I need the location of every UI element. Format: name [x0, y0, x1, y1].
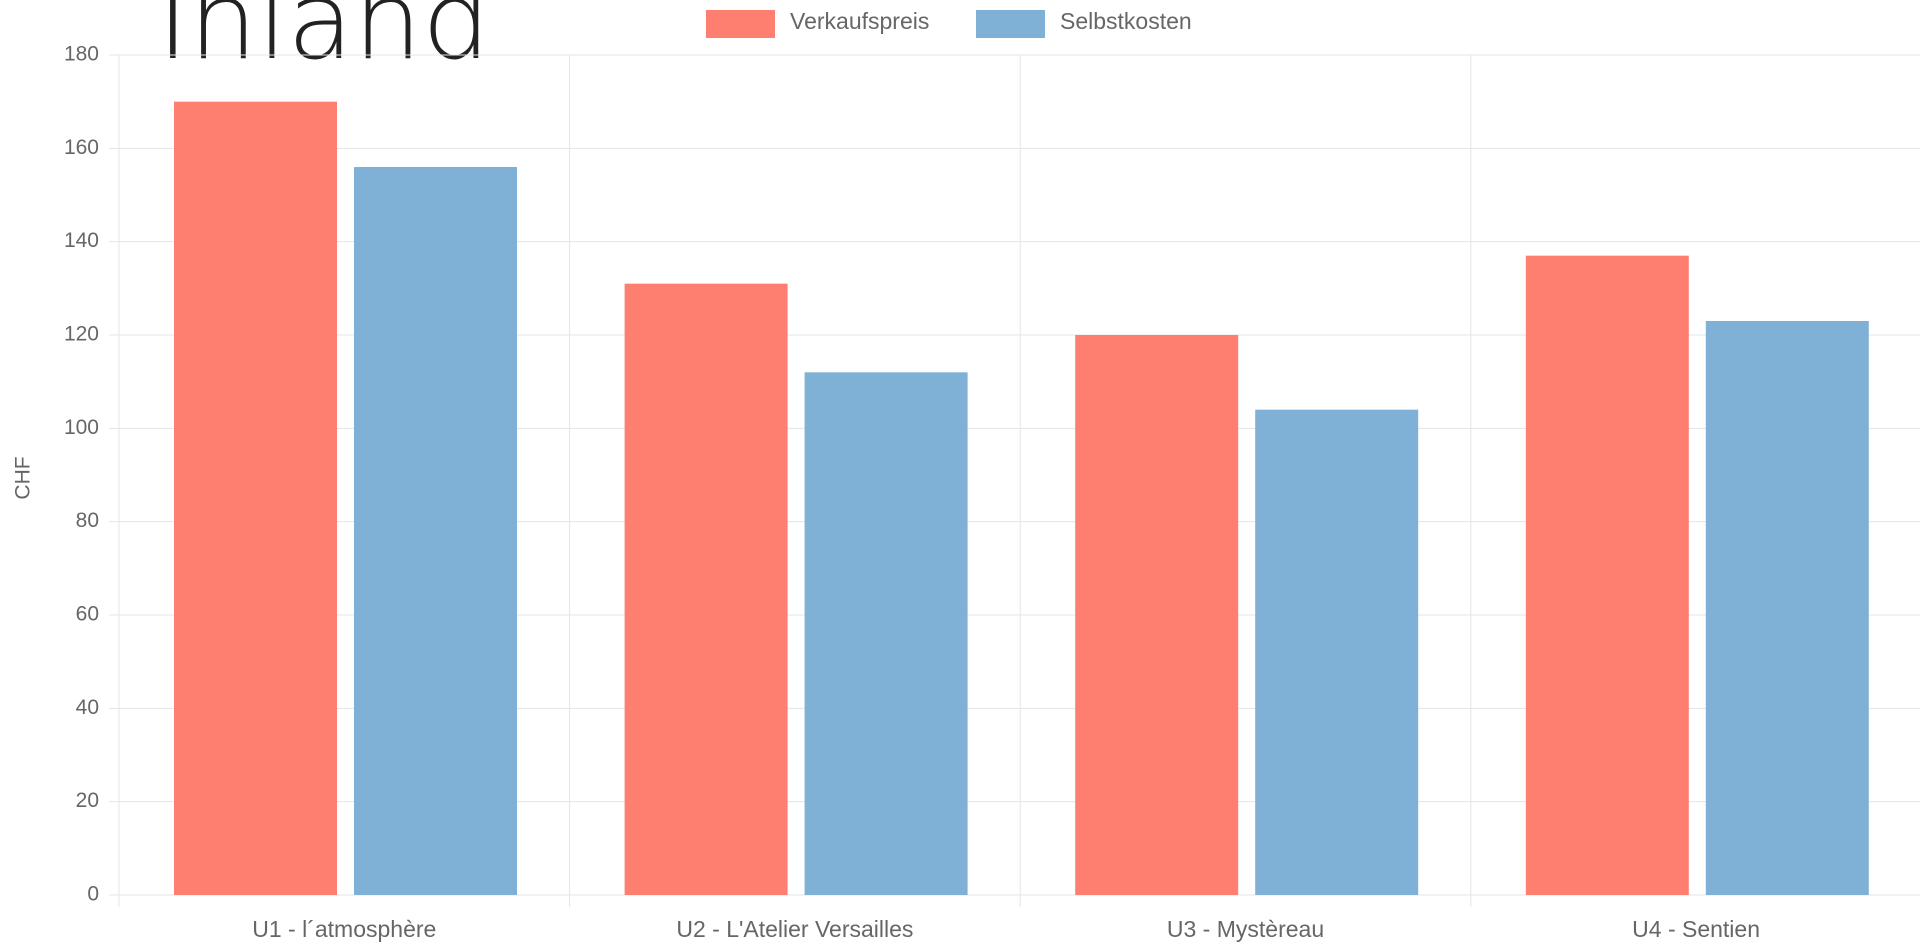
bar [354, 167, 517, 895]
bar [624, 283, 788, 896]
bar [174, 101, 337, 895]
y-tick-label: 60 [76, 603, 99, 626]
x-tick-label: U1 - l´atmosphère [252, 916, 436, 942]
x-tick-label: U3 - Mystèreau [1167, 916, 1324, 942]
legend-swatch [706, 10, 775, 38]
bar [1075, 335, 1239, 895]
y-tick-label: 80 [76, 509, 99, 532]
y-tick-label: 180 [64, 43, 99, 66]
y-axis-label: CHF [12, 456, 35, 499]
legend-label: Verkaufspreis [790, 8, 929, 34]
legend-label: Selbstkosten [1060, 8, 1192, 34]
legend-swatch [976, 10, 1045, 38]
y-tick-label: 40 [76, 696, 99, 719]
bar [1255, 409, 1419, 895]
bar [804, 372, 968, 895]
chart-title: Inland [157, 0, 491, 84]
x-tick-label: U4 - Sentien [1632, 916, 1760, 942]
y-tick-label: 160 [64, 136, 99, 159]
x-tick-label: U2 - L'Atelier Versailles [676, 916, 913, 942]
bar [1705, 321, 1869, 895]
y-tick-label: 20 [76, 789, 99, 812]
y-tick-label: 120 [64, 323, 99, 346]
y-tick-label: 140 [64, 229, 99, 252]
y-tick-label: 100 [64, 416, 99, 439]
bar [1525, 255, 1689, 895]
y-tick-label: 0 [87, 883, 99, 906]
